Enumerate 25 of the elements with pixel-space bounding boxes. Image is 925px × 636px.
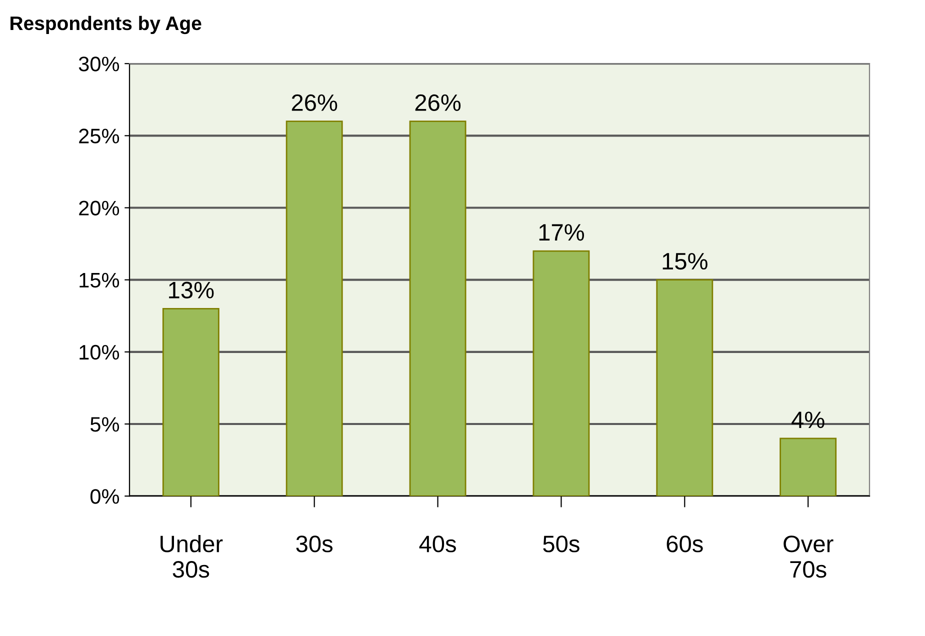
bar	[162, 308, 220, 496]
y-tick-label: 0%	[90, 489, 120, 504]
x-tick-label: 40s	[419, 536, 456, 552]
y-tick-label: 15%	[80, 272, 120, 288]
x-tick-label: Over 70s	[784, 536, 834, 578]
bar	[656, 279, 714, 496]
y-tick-label: 5%	[90, 417, 120, 432]
bar	[780, 438, 837, 496]
bar	[286, 120, 343, 496]
x-tick-label: 50s	[543, 536, 580, 552]
data-label: 15%	[662, 253, 708, 270]
data-label: 17%	[539, 224, 584, 241]
y-tick-label: 30%	[78, 56, 120, 72]
x-tick-label: 30s	[296, 536, 333, 552]
x-tick-label: Under 30s	[160, 534, 223, 578]
bar	[532, 250, 590, 496]
y-tick-label: 25%	[79, 128, 120, 144]
bar	[409, 120, 466, 496]
data-label: 26%	[292, 94, 338, 112]
x-tick-label: 60s	[666, 536, 703, 552]
data-label: 26%	[415, 94, 461, 112]
y-tick-label: 10%	[80, 344, 120, 360]
y-tick-label: 20%	[79, 200, 120, 216]
data-label: 13%	[169, 282, 214, 298]
chart-title: Respondents by Age	[10, 16, 202, 34]
